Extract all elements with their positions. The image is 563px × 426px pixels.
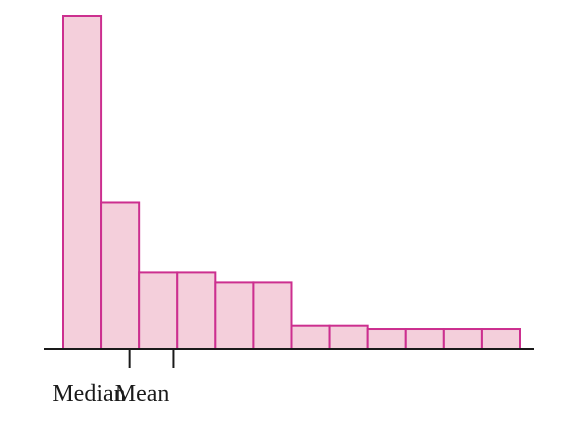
histogram-bar-9 bbox=[366, 328, 407, 350]
histogram-bar-5 bbox=[214, 281, 255, 350]
histogram-bar-11 bbox=[442, 328, 483, 350]
histogram-bar-2 bbox=[100, 201, 141, 350]
mean-label: Mean bbox=[115, 381, 170, 407]
histogram-bar-10 bbox=[404, 328, 445, 350]
histogram-bar-12 bbox=[480, 328, 521, 350]
median-label: Median bbox=[52, 381, 125, 407]
histogram-bars bbox=[62, 15, 521, 351]
histogram-bar-4 bbox=[176, 271, 217, 350]
histogram-bar-6 bbox=[252, 281, 293, 350]
histogram-bar-8 bbox=[328, 324, 369, 351]
histogram-bar-3 bbox=[138, 271, 179, 350]
histogram-bar-7 bbox=[290, 324, 331, 351]
histogram-bar-1 bbox=[62, 15, 103, 350]
